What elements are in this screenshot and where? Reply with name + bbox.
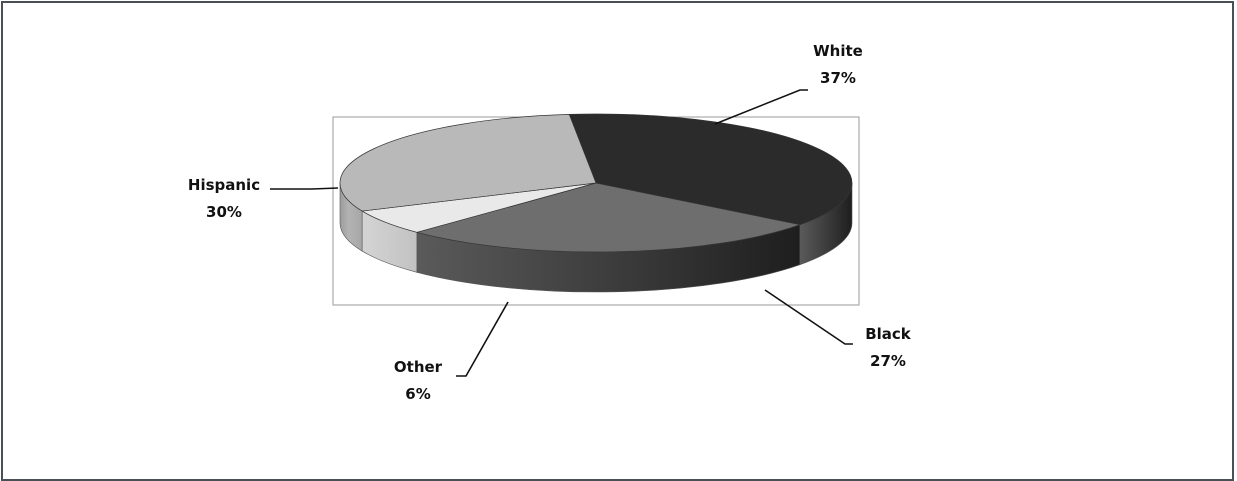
pie-slices	[339, 113, 853, 253]
leader-black	[764, 289, 853, 345]
leader-other	[456, 301, 509, 377]
slice-black	[415, 182, 802, 253]
percent-other: 6%	[405, 385, 430, 403]
label-other: Other	[394, 358, 443, 376]
percent-white: 37%	[820, 69, 856, 87]
leader-lines	[270, 89, 853, 377]
label-hispanic: Hispanic	[188, 176, 260, 194]
leader-hispanic	[270, 187, 339, 190]
slice-white	[568, 113, 853, 226]
label-black: Black	[865, 325, 912, 343]
leader-white	[714, 89, 808, 125]
percent-black: 27%	[870, 352, 906, 370]
percent-hispanic: 30%	[206, 203, 242, 221]
pie-chart: White 37% Black 27% Other 6% Hispanic 30%	[188, 42, 912, 403]
label-white: White	[813, 42, 863, 60]
slice-labels: White 37% Black 27% Other 6% Hispanic 30%	[188, 42, 912, 403]
slice-hispanic	[339, 114, 597, 212]
